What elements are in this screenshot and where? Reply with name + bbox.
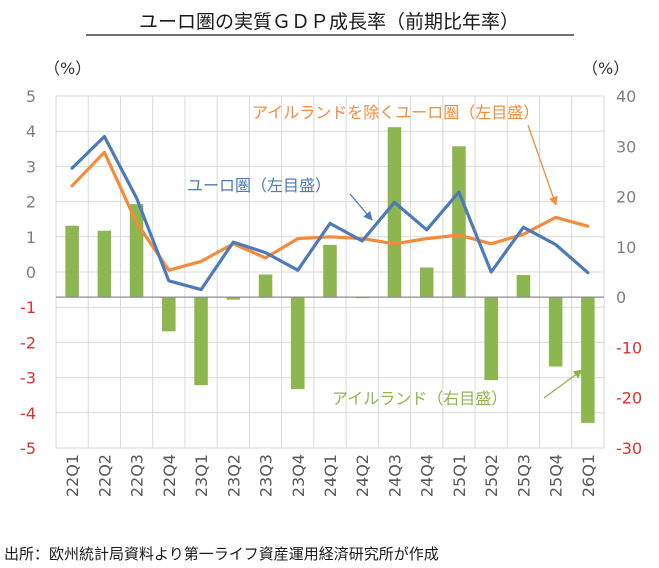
- x-tick-label: 24Q3: [385, 454, 404, 497]
- ireland-bar: [290, 297, 305, 390]
- right-axis-ticks: 40 30 20 10 0 -10 -20 -30: [616, 87, 642, 458]
- x-tick-label: 24Q2: [353, 454, 372, 497]
- left-tick-label: -1: [20, 298, 36, 317]
- left-tick-label: -4: [20, 404, 36, 423]
- left-tick-label: 5: [26, 87, 36, 106]
- left-tick-label: 2: [26, 193, 36, 212]
- x-tick-label: 25Q4: [547, 454, 566, 497]
- left-tick-label: 1: [26, 228, 36, 247]
- x-tick-label: 24Q4: [418, 454, 437, 497]
- annotation-ireland-arrow: [543, 369, 583, 399]
- source-note: 出所：欧州統計局資料より第一ライフ資産運用経済研究所が作成: [4, 545, 439, 563]
- ireland-bars: [65, 127, 595, 423]
- x-tick-label: 22Q4: [160, 454, 179, 497]
- ireland-bar: [419, 267, 434, 298]
- x-tick-label: 25Q2: [482, 454, 501, 497]
- right-tick-label: 30: [616, 137, 636, 156]
- ireland-bar: [129, 204, 144, 298]
- ireland-bar: [65, 225, 79, 298]
- left-tick-label: -2: [20, 333, 36, 352]
- left-tick-label: 3: [26, 157, 36, 176]
- euro-area-line: [70, 134, 590, 292]
- ireland-bar: [323, 244, 337, 298]
- x-tick-label: 24Q1: [321, 454, 340, 497]
- right-tick-label: -10: [616, 338, 642, 357]
- ireland-bar: [162, 297, 176, 332]
- x-tick-label: 22Q3: [128, 454, 147, 497]
- annotation-euro-area-arrow: [349, 193, 373, 221]
- right-tick-label: 20: [616, 188, 636, 207]
- x-tick-label: 22Q1: [63, 454, 82, 497]
- ireland-bar: [581, 297, 595, 423]
- right-tick-label: 0: [616, 288, 626, 307]
- left-tick-label: -3: [20, 369, 36, 388]
- ireland-bar: [484, 297, 498, 381]
- x-tick-label: 22Q2: [95, 454, 114, 497]
- x-tick-label: 23Q4: [289, 454, 308, 497]
- annotation-ireland-excluded: アイルランドを除くユーロ圏（左目盛）: [252, 103, 539, 122]
- right-tick-label: 10: [616, 238, 636, 257]
- x-tick-label: 25Q3: [514, 454, 533, 497]
- ireland-bar: [194, 297, 208, 386]
- left-tick-label: 4: [26, 122, 36, 141]
- chart-title: ユーロ圏の実質ＧＤＰ成長率（前期比年率）: [139, 11, 519, 33]
- line-series: [70, 134, 590, 292]
- left-tick-label: -5: [20, 439, 36, 458]
- x-tick-label: 23Q3: [257, 454, 276, 497]
- x-axis-ticks: 22Q1 22Q2 22Q3 22Q4 23Q1 23Q2 23Q3 23Q4 24Q1 24Q2…: [63, 454, 598, 497]
- ireland-bar: [548, 297, 563, 367]
- ireland-bar: [226, 297, 241, 300]
- x-tick-label: 26Q1: [579, 454, 598, 497]
- annotation-ireland: アイルランド（右目盛）: [332, 389, 507, 408]
- ireland-bar: [387, 127, 402, 298]
- right-tick-label: -20: [616, 389, 642, 408]
- left-axis-unit: （%）: [44, 59, 91, 78]
- right-tick-label: 40: [616, 87, 636, 106]
- x-tick-label: 25Q1: [450, 454, 469, 497]
- right-axis-unit: （%）: [582, 59, 629, 78]
- x-tick-label: 23Q2: [224, 454, 243, 497]
- x-tick-label: 23Q1: [192, 454, 211, 497]
- left-axis-ticks: 5 4 3 2 1 0 -1 -2 -3 -4 -5: [20, 87, 36, 458]
- right-tick-label: -30: [616, 439, 642, 458]
- ireland-bar: [258, 274, 273, 298]
- gridlines: [55, 95, 605, 449]
- ireland-bar: [516, 275, 531, 298]
- ireland-bar: [97, 230, 112, 298]
- ireland-bar: [452, 146, 466, 298]
- annotation-ireland-excluded-arrow: [527, 124, 558, 206]
- annotation-euro-area: ユーロ圏（左目盛）: [187, 176, 331, 195]
- left-tick-label: 0: [26, 263, 36, 282]
